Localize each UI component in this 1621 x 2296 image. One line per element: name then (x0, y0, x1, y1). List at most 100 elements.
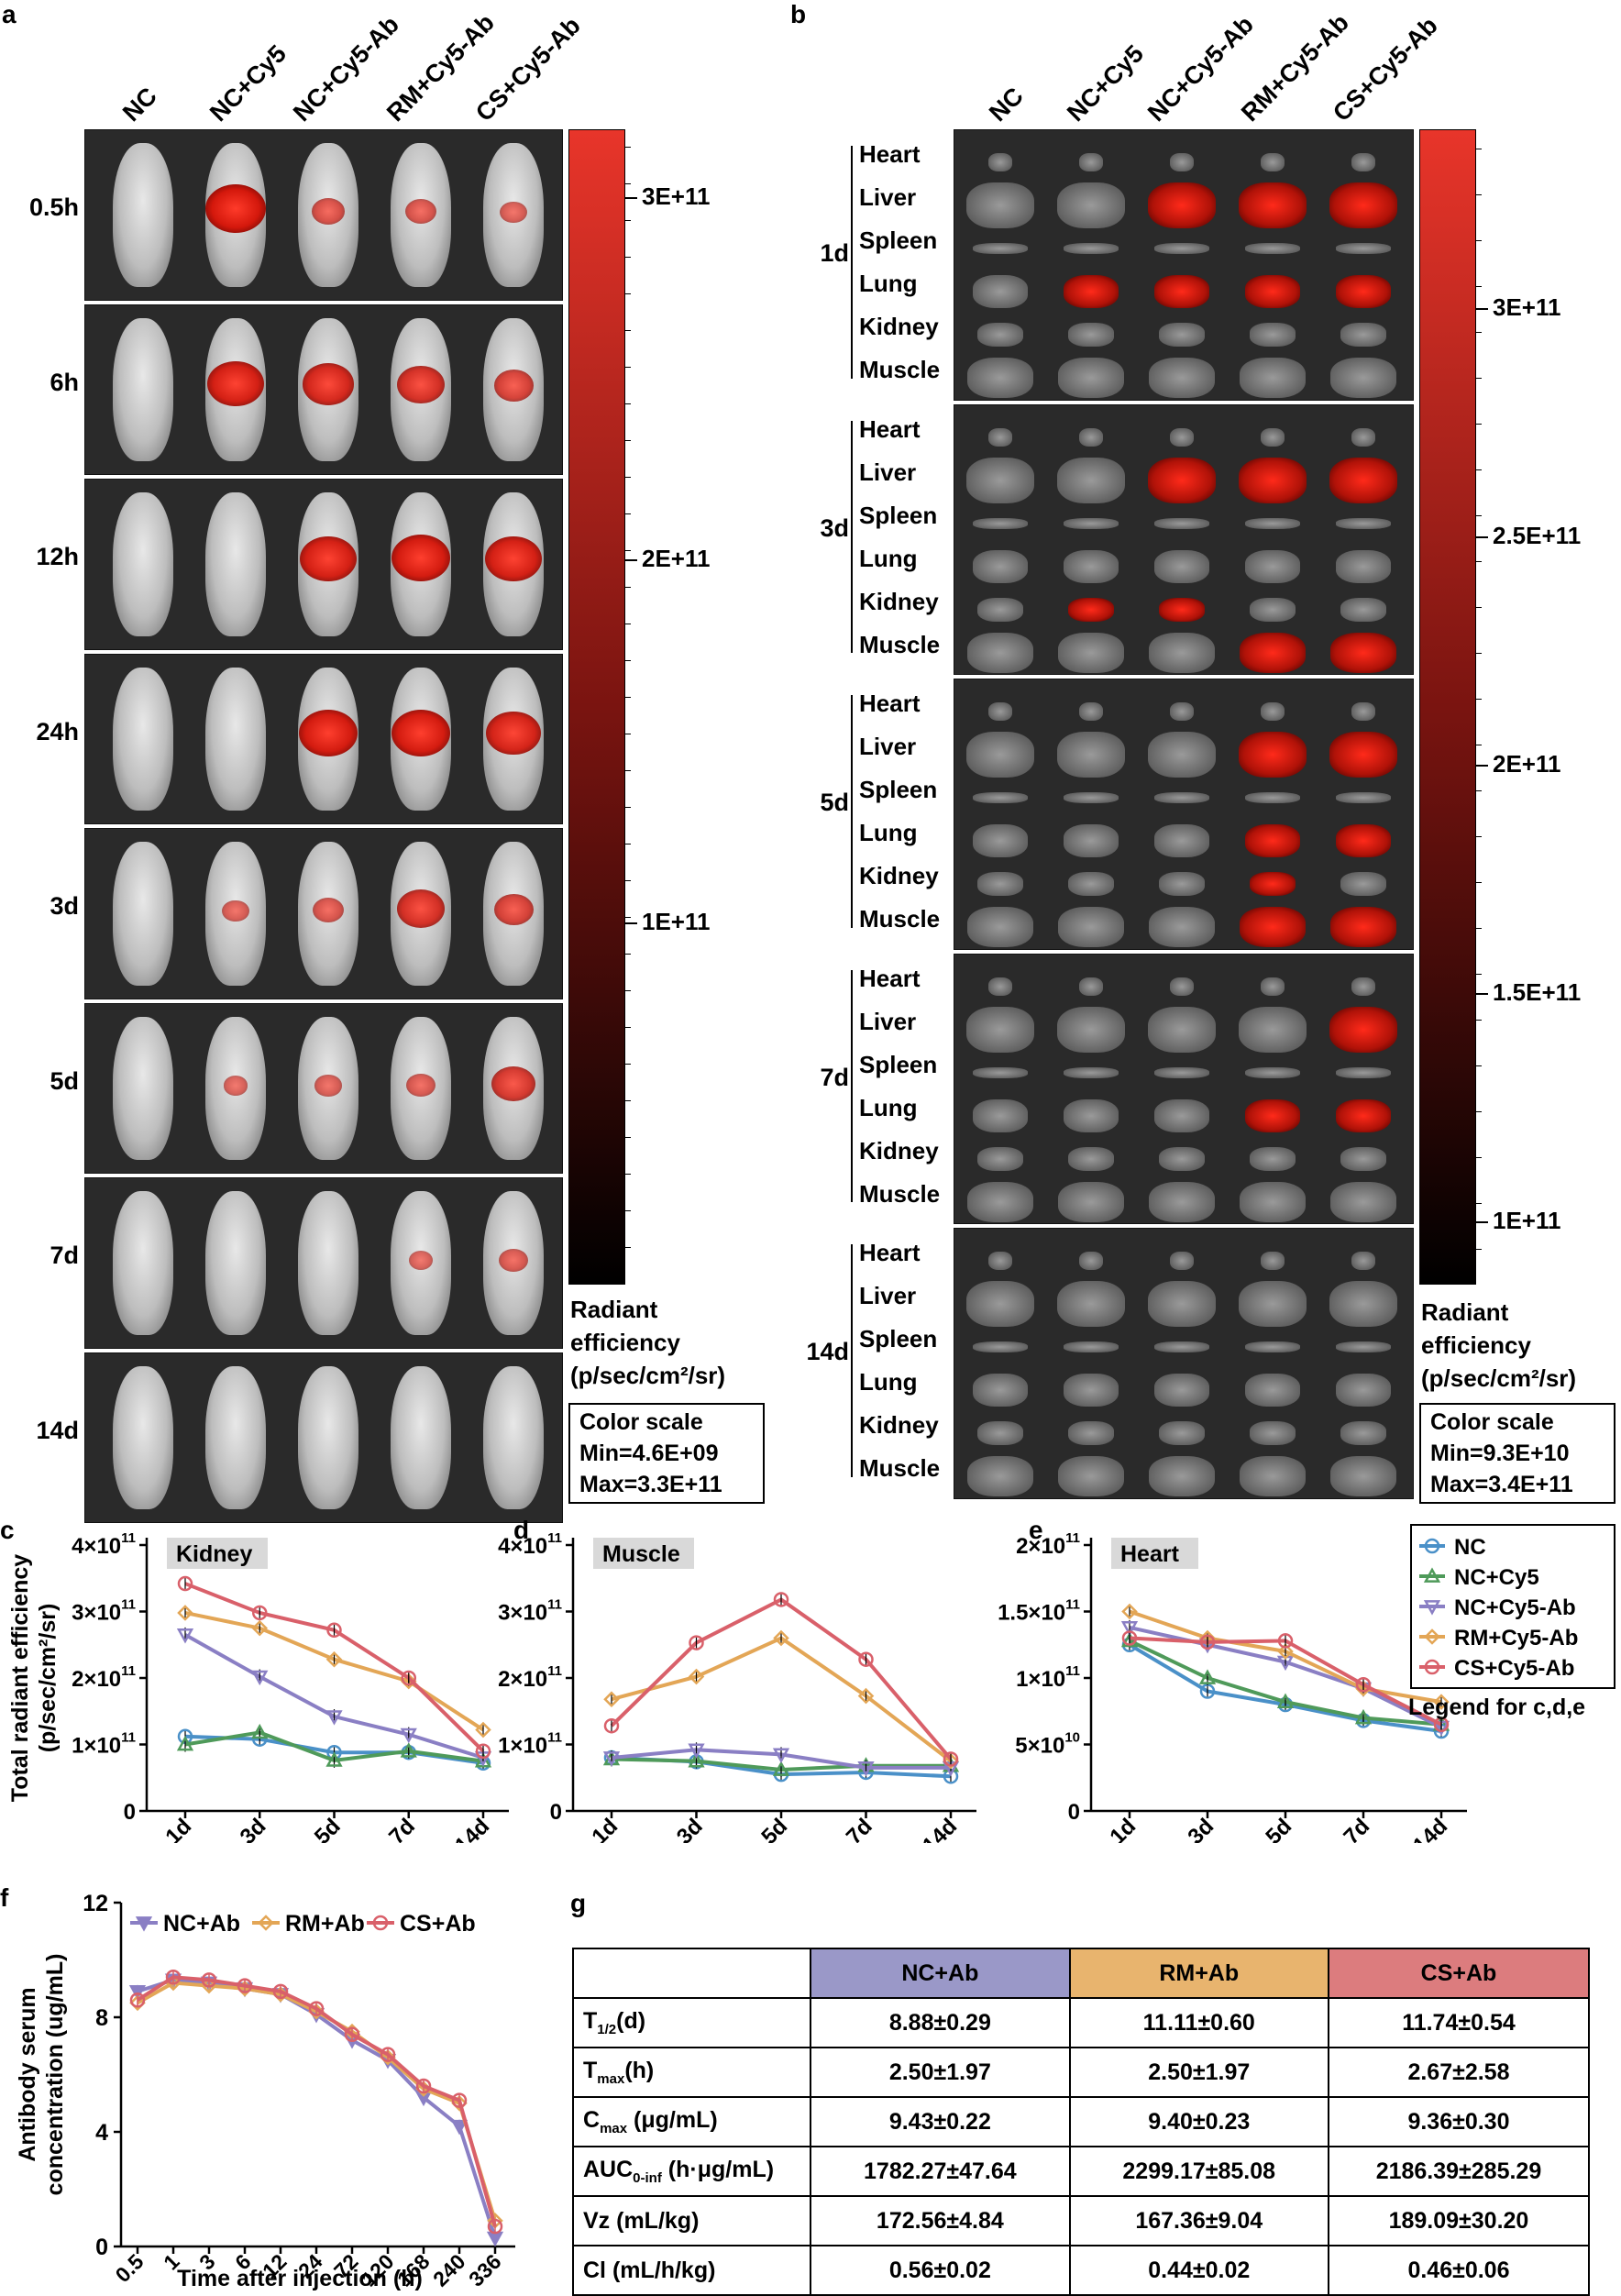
organ-specimen (1058, 632, 1124, 673)
data-point (308, 2003, 325, 2020)
color-scale-title: Color scale (1430, 1409, 1554, 1435)
organ-label: Muscle (859, 630, 941, 658)
data-point (165, 1970, 182, 1985)
organ-specimen (1329, 457, 1397, 503)
table-cell: 9.43±0.22 (810, 2096, 1071, 2147)
colorbar-minor-tick (1475, 194, 1482, 195)
data-point (415, 2078, 432, 2094)
panel-b-colorbar-title: Radiant efficiency (p/sec/cm²/sr) (1421, 1296, 1576, 1395)
colorbar-minor-tick (624, 1174, 631, 1175)
organ-specimen (1148, 457, 1216, 503)
colorbar-minor-tick (624, 770, 631, 771)
legend-item-label: RM+Ab (285, 1911, 365, 1937)
data-point (380, 2047, 396, 2062)
organ-specimen (1154, 1098, 1209, 1132)
colorbar-tick-label: 1E+11 (1493, 1207, 1561, 1234)
colorbar-major-tick (1475, 1221, 1488, 1223)
organ-specimen (1057, 182, 1125, 228)
table-row: Tmax(h) 2.50±1.97 2.50±1.97 2.67±2.58 (571, 2047, 1591, 2098)
organ-specimen (1240, 632, 1306, 673)
x-tick-label: 336 (464, 2249, 506, 2291)
legend-item-label: NC+Cy5-Ab (1454, 1595, 1576, 1620)
table-header-cell: RM+Ab (1068, 1948, 1329, 1999)
organ-specimen (1240, 1456, 1306, 1496)
data-point (1424, 1659, 1440, 1675)
organ-label: Heart (859, 964, 921, 992)
y-axis-label: (p/sec/cm²/sr) (35, 1604, 61, 1753)
data-point (135, 1916, 153, 1932)
organ-label: Muscle (859, 356, 941, 383)
fluorescence-signal (396, 889, 446, 928)
table-row: AUC0-inf (h·μg/mL) 1782.27±47.64 2299.17±8… (571, 2146, 1591, 2197)
organ-label: Lung (859, 1093, 918, 1121)
data-point (451, 2094, 468, 2112)
data-point (1199, 1634, 1216, 1650)
colorbar-minor-tick (624, 403, 631, 404)
data-point (1121, 1603, 1138, 1620)
fluorescence-signal (499, 1248, 528, 1272)
colorbar-minor-tick (624, 990, 631, 991)
fluorescence-signal (314, 1075, 342, 1097)
x-tick-label: 5d (1261, 1814, 1296, 1843)
organ-label: Spleen (859, 776, 938, 803)
organ-specimen (1058, 907, 1124, 947)
organ-specimen (988, 702, 1012, 721)
data-point (772, 1761, 790, 1776)
data-point (858, 1651, 874, 1667)
data-point (372, 1915, 389, 1931)
organ-specimen (1148, 1006, 1216, 1053)
data-point (380, 2048, 396, 2066)
colorbar-tick-label: 3E+11 (1493, 293, 1561, 321)
table-row-label: Tmax(h) (571, 2047, 812, 2098)
chart-title-box (1111, 1538, 1198, 1569)
data-point (129, 1994, 146, 2012)
chart-title-box (593, 1538, 694, 1569)
legend-cde: NC NC+Cy5 NC+Cy5-Ab RM+Cy5-Ab CS+Cy5-Ab (1410, 1524, 1615, 1689)
organ-specimen (1351, 977, 1375, 996)
panel-a-row-label: 3d (50, 892, 79, 920)
organ-specimen (1170, 977, 1194, 996)
organ-specimen (1064, 1066, 1119, 1078)
organ-specimen (973, 517, 1028, 529)
color-scale-max: Max=3.4E+11 (1430, 1472, 1573, 1497)
organ-specimen (1351, 702, 1375, 721)
panel-b-timepoint-label: 5d (820, 789, 849, 816)
organ-label: Lung (859, 819, 918, 846)
data-point (1424, 1628, 1440, 1645)
data-point (176, 1628, 194, 1644)
organ-specimen (977, 1421, 1023, 1445)
data-point (252, 1605, 268, 1621)
colorbar-minor-tick (1475, 1157, 1482, 1158)
organ-bracket (851, 969, 853, 1202)
organ-specimen (1336, 275, 1391, 308)
data-point (943, 1752, 959, 1770)
y-tick-label: 0 (95, 2235, 108, 2260)
data-point (201, 1972, 217, 1988)
organ-specimen (1058, 1456, 1124, 1496)
colorbar-minor-tick (1475, 790, 1482, 791)
organ-specimen (1068, 1146, 1114, 1171)
organ-specimen (966, 182, 1034, 228)
y-tick-label: 2×1011 (498, 1663, 562, 1692)
panel-b-timepoint-label: 1d (820, 239, 849, 267)
data-point (251, 1723, 269, 1739)
panel-e-chart: e 0 5×1010 1×1011 1.5×1011 2×1011 Heart 1d 3d 5d 7… (998, 1516, 1467, 1843)
panel-a-row-label: 5d (50, 1066, 79, 1095)
organ-specimen (1250, 1421, 1296, 1445)
colorbar-title-line: Radiant (1421, 1298, 1509, 1326)
table-header-cell (571, 1948, 812, 1999)
legend-item-label: CS+Ab (400, 1911, 476, 1937)
organ-specimen (1330, 1456, 1396, 1496)
organ-specimen (1057, 457, 1125, 503)
data-point (308, 2001, 325, 2016)
organ-label: Kidney (859, 1411, 939, 1439)
organ-label: Spleen (859, 1050, 938, 1078)
organ-specimen (1154, 824, 1209, 857)
fluorescence-signal (493, 370, 534, 402)
table-header-row: NC+Ab RM+Ab CS+Ab (571, 1948, 1591, 1999)
fluorescence-signal (391, 709, 450, 756)
organ-specimen (1245, 1341, 1300, 1352)
data-point (325, 1650, 343, 1668)
table-cell: 167.36±9.04 (1068, 2195, 1329, 2246)
organ-specimen (966, 732, 1034, 778)
